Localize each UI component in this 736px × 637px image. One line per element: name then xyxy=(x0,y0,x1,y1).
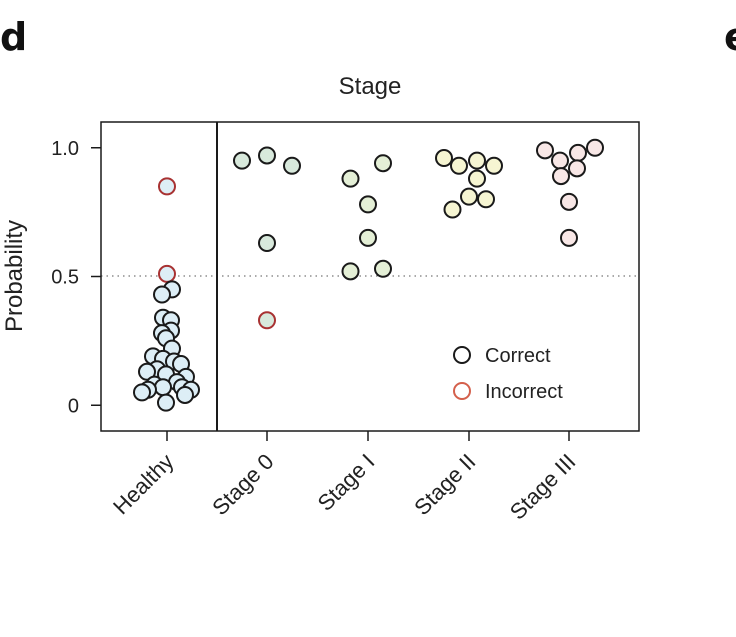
data-point-correct xyxy=(435,149,453,168)
data-point-correct xyxy=(258,234,276,253)
data-point-incorrect xyxy=(258,311,276,330)
panel-letter-e: e xyxy=(724,15,736,59)
data-point-correct xyxy=(341,262,360,281)
data-point-correct xyxy=(569,143,587,162)
data-point-correct xyxy=(341,169,360,188)
legend: Correct Incorrect xyxy=(453,345,563,403)
data-point-correct xyxy=(374,154,392,173)
data-point-correct xyxy=(468,151,486,170)
data-point-correct xyxy=(233,151,251,170)
x-tick-label: Stage 0 xyxy=(207,449,278,520)
data-point-correct xyxy=(536,141,554,160)
data-point-correct xyxy=(586,138,604,157)
data-point-correct xyxy=(176,385,194,404)
data-point-correct xyxy=(560,228,578,247)
legend-marker-incorrect xyxy=(453,382,471,400)
x-tick-label: Stage I xyxy=(313,449,380,516)
y-axis-label: Probability xyxy=(1,220,28,332)
data-point-correct xyxy=(374,259,392,278)
panel-letter-d: d xyxy=(0,15,27,59)
data-point-correct xyxy=(153,285,171,304)
data-point-correct xyxy=(568,159,586,178)
data-point-correct xyxy=(477,190,495,209)
data-point-correct xyxy=(443,200,462,219)
data-points xyxy=(133,138,604,412)
data-point-correct xyxy=(551,151,569,170)
data-point-correct xyxy=(283,156,301,175)
data-point-correct xyxy=(359,195,377,214)
data-point-correct xyxy=(552,167,570,186)
y-tick-label: 0.5 xyxy=(51,267,79,289)
legend-label-correct: Correct xyxy=(485,345,551,367)
x-tick-label: Healthy xyxy=(108,449,178,519)
data-point-correct xyxy=(450,156,468,175)
data-point-correct xyxy=(560,192,578,211)
x-axis: Healthy Stage 0 Stage I Stage II Stage III xyxy=(108,431,581,525)
data-point-correct xyxy=(460,187,478,206)
data-point-correct xyxy=(485,156,503,175)
y-tick-label: 1.0 xyxy=(51,138,79,160)
data-point-correct xyxy=(359,228,377,247)
legend-label-incorrect: Incorrect xyxy=(485,381,563,403)
legend-marker-correct xyxy=(453,346,471,364)
data-point-incorrect xyxy=(158,177,176,196)
data-point-correct xyxy=(258,146,276,165)
chart-title: Stage xyxy=(339,73,402,100)
data-point-correct xyxy=(157,393,175,412)
y-tick-label: 0 xyxy=(68,395,79,417)
data-point-correct xyxy=(133,383,151,402)
y-axis: 0 0.5 1.0 xyxy=(51,138,101,417)
data-point-correct xyxy=(154,378,172,397)
data-point-correct xyxy=(468,169,486,188)
x-tick-label: Stage III xyxy=(505,449,581,525)
x-tick-label: Stage II xyxy=(409,449,480,520)
data-point-incorrect xyxy=(158,264,176,283)
